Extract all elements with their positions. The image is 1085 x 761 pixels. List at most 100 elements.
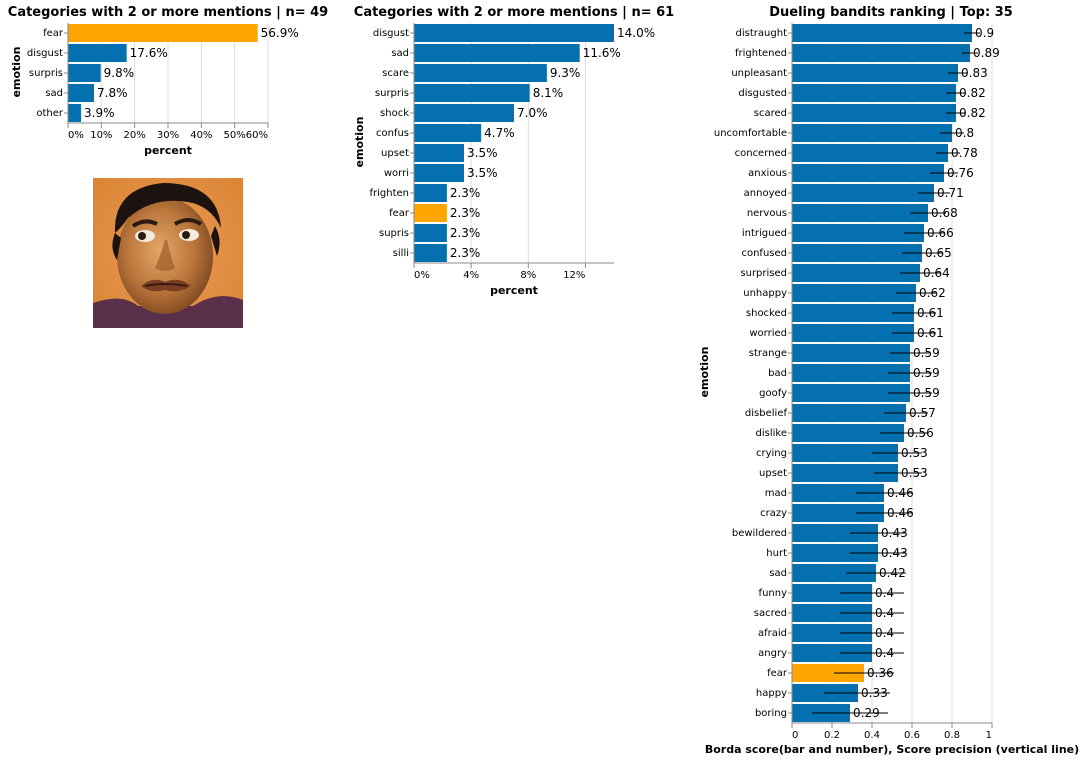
bar-sacred [792, 604, 872, 622]
bar-frightened [792, 44, 970, 62]
data-label-sad: 11.6% [583, 46, 621, 60]
y-tick-label-fear: fear [43, 28, 64, 39]
x-tick-label: 0.6 [904, 730, 920, 741]
y-tick-label-distraught: distraught [736, 28, 788, 39]
y-axis-title: emotion [698, 347, 711, 398]
y-tick-label-unhappy: unhappy [743, 288, 787, 299]
bar-shock [414, 104, 514, 122]
data-label-surpris: 8.1% [533, 86, 564, 100]
data-label-distraught: 0.9 [975, 26, 994, 40]
chart-title: Categories with 2 or more mentions | n= … [354, 5, 674, 20]
y-tick-label-nervous: nervous [747, 208, 787, 219]
bar-confus [414, 124, 482, 142]
data-label-fear: 2.3% [450, 206, 481, 220]
bar-bad [792, 364, 910, 382]
data-label-sad: 7.8% [97, 86, 128, 100]
x-tick-label: 50% [224, 130, 246, 141]
bar-worri [414, 164, 464, 182]
x-tick-label: 12% [563, 270, 585, 281]
x-tick-label: 4% [463, 270, 479, 281]
y-tick-label-bad: bad [768, 368, 787, 379]
bar-upset [792, 464, 898, 482]
x-tick-label: 0% [68, 130, 84, 141]
y-tick-label-angry: angry [758, 648, 787, 659]
y-tick-label-fear: fear [767, 668, 788, 679]
data-label-crazy: 0.46 [887, 506, 914, 520]
data-label-shock: 7.0% [517, 106, 548, 120]
x-tick-label: 20% [124, 130, 146, 141]
data-label-angry: 0.4 [875, 646, 894, 660]
y-tick-label-disgust: disgust [373, 28, 409, 39]
data-label-anxious: 0.76 [947, 166, 974, 180]
bar-surprised [792, 264, 920, 282]
data-label-disgust: 14.0% [617, 26, 655, 40]
y-tick-label-supris: supris [379, 228, 409, 239]
bar-strange [792, 344, 910, 362]
y-tick-label-shock: shock [380, 108, 409, 119]
y-axis-title: emotion [353, 117, 366, 168]
data-label-scared: 0.82 [959, 106, 986, 120]
bar-mad [792, 484, 884, 502]
bar-sad [68, 84, 94, 102]
y-tick-label-surpris: surpris [375, 88, 409, 99]
bar-fear [792, 664, 864, 682]
bar-fear [414, 204, 447, 222]
x-tick-label: 0.8 [944, 730, 960, 741]
data-label-shocked: 0.61 [917, 306, 944, 320]
x-tick-label: 60% [246, 130, 268, 141]
bar-bewildered [792, 524, 878, 542]
y-tick-label-unpleasant: unpleasant [731, 68, 787, 79]
bar-disbelief [792, 404, 906, 422]
y-tick-label-upset: upset [759, 468, 787, 479]
y-tick-label-mad: mad [765, 488, 787, 499]
x-tick-label: 0.2 [824, 730, 840, 741]
data-label-unhappy: 0.62 [919, 286, 946, 300]
data-label-funny: 0.4 [875, 586, 894, 600]
chart-dueling-bandits: Dueling bandits ranking | Top: 35 0.9 dis… [698, 5, 1079, 756]
y-tick-label-sad: sad [45, 88, 63, 99]
x-axis-title: percent [490, 284, 538, 297]
bar-uncomfortable [792, 124, 952, 142]
x-tick-label: 1 [986, 730, 992, 741]
y-tick-label-dislike: dislike [756, 428, 787, 439]
y-tick-label-upset: upset [381, 148, 409, 159]
bar-other [68, 104, 81, 122]
data-label-concerned: 0.78 [951, 146, 978, 160]
y-tick-label-frighten: frighten [369, 188, 409, 199]
data-label-intrigued: 0.66 [927, 226, 954, 240]
bar-surpris [414, 84, 530, 102]
x-tick-label: 0.4 [864, 730, 880, 741]
bar-scared [792, 104, 956, 122]
data-label-disgust: 17.6% [130, 46, 168, 60]
data-label-uncomfortable: 0.8 [955, 126, 974, 140]
data-label-disgusted: 0.82 [959, 86, 986, 100]
bar-angry [792, 644, 872, 662]
x-tick-label: 8% [520, 270, 536, 281]
x-tick-label: 0 [792, 730, 798, 741]
data-label-dislike: 0.56 [907, 426, 934, 440]
bar-frighten [414, 184, 447, 202]
data-label-mad: 0.46 [887, 486, 914, 500]
data-label-hurt: 0.43 [881, 546, 908, 560]
data-label-fear: 0.36 [867, 666, 894, 680]
y-axis-title: emotion [10, 47, 23, 98]
y-tick-label-surpris: surpris [29, 68, 63, 79]
data-label-happy: 0.33 [861, 686, 888, 700]
x-tick-label: 0% [414, 270, 430, 281]
chart-title: Categories with 2 or more mentions | n= … [8, 5, 328, 20]
face-photo-image [93, 178, 243, 328]
data-label-silli: 2.3% [450, 246, 481, 260]
data-label-goofy: 0.59 [913, 386, 940, 400]
data-label-supris: 2.3% [450, 226, 481, 240]
data-label-worri: 3.5% [467, 166, 498, 180]
bar-goofy [792, 384, 910, 402]
y-tick-label-sad: sad [769, 568, 787, 579]
bar-sad [792, 564, 876, 582]
bar-silli [414, 244, 447, 262]
y-tick-label-silli: silli [393, 248, 409, 259]
y-tick-label-surprised: surprised [740, 268, 787, 279]
y-tick-label-sad: sad [391, 48, 409, 59]
bar-scare [414, 64, 547, 82]
y-tick-label-confused: confused [741, 248, 787, 259]
data-label-annoyed: 0.71 [937, 186, 964, 200]
